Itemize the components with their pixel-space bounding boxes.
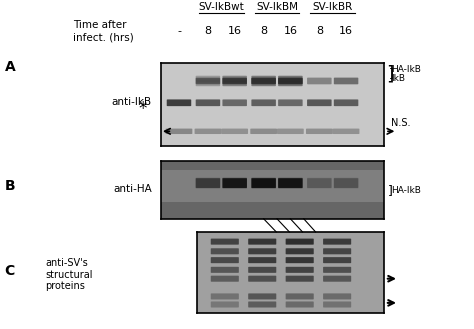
FancyBboxPatch shape bbox=[222, 81, 247, 86]
Bar bbox=[161, 170, 384, 201]
FancyBboxPatch shape bbox=[196, 99, 220, 106]
FancyBboxPatch shape bbox=[323, 276, 351, 282]
Text: -: - bbox=[177, 26, 181, 36]
FancyBboxPatch shape bbox=[248, 293, 276, 299]
Text: HA-IkB: HA-IkB bbox=[391, 64, 421, 74]
FancyBboxPatch shape bbox=[307, 78, 332, 84]
FancyBboxPatch shape bbox=[194, 129, 221, 134]
FancyBboxPatch shape bbox=[251, 178, 276, 189]
FancyBboxPatch shape bbox=[278, 99, 302, 106]
FancyBboxPatch shape bbox=[278, 81, 302, 86]
FancyBboxPatch shape bbox=[334, 178, 358, 188]
Text: HA-IkB: HA-IkB bbox=[391, 186, 421, 195]
FancyBboxPatch shape bbox=[306, 129, 333, 134]
FancyBboxPatch shape bbox=[222, 178, 247, 188]
FancyBboxPatch shape bbox=[286, 301, 314, 308]
FancyBboxPatch shape bbox=[196, 76, 220, 81]
FancyBboxPatch shape bbox=[196, 81, 220, 86]
FancyBboxPatch shape bbox=[222, 76, 247, 81]
FancyBboxPatch shape bbox=[278, 78, 302, 84]
FancyBboxPatch shape bbox=[334, 178, 358, 189]
FancyBboxPatch shape bbox=[165, 129, 192, 134]
FancyBboxPatch shape bbox=[196, 78, 220, 84]
FancyBboxPatch shape bbox=[333, 129, 359, 134]
Text: 8: 8 bbox=[316, 26, 323, 36]
FancyBboxPatch shape bbox=[286, 257, 314, 263]
Text: IkB: IkB bbox=[391, 74, 405, 84]
FancyBboxPatch shape bbox=[251, 178, 276, 188]
Text: ]: ] bbox=[388, 184, 392, 197]
Text: B: B bbox=[5, 179, 15, 193]
FancyBboxPatch shape bbox=[251, 78, 276, 84]
FancyBboxPatch shape bbox=[307, 178, 332, 188]
FancyBboxPatch shape bbox=[307, 99, 332, 106]
FancyBboxPatch shape bbox=[286, 276, 314, 282]
FancyBboxPatch shape bbox=[222, 78, 247, 84]
Text: 16: 16 bbox=[228, 26, 242, 36]
FancyBboxPatch shape bbox=[211, 248, 239, 254]
FancyBboxPatch shape bbox=[196, 178, 220, 189]
Text: 16: 16 bbox=[339, 26, 353, 36]
Text: ]: ] bbox=[386, 64, 394, 84]
Text: ]: ] bbox=[389, 67, 393, 81]
Text: anti-SV's
structural
proteins: anti-SV's structural proteins bbox=[45, 258, 92, 291]
Text: SV-IkBM: SV-IkBM bbox=[256, 2, 298, 12]
FancyBboxPatch shape bbox=[277, 129, 304, 134]
Text: N.S.: N.S. bbox=[391, 118, 410, 128]
FancyBboxPatch shape bbox=[222, 78, 247, 84]
FancyBboxPatch shape bbox=[323, 248, 351, 254]
FancyBboxPatch shape bbox=[222, 99, 247, 106]
FancyBboxPatch shape bbox=[278, 76, 302, 81]
FancyBboxPatch shape bbox=[248, 276, 276, 282]
FancyBboxPatch shape bbox=[211, 257, 239, 263]
FancyBboxPatch shape bbox=[211, 293, 239, 299]
FancyBboxPatch shape bbox=[286, 239, 314, 245]
FancyBboxPatch shape bbox=[286, 248, 314, 254]
FancyBboxPatch shape bbox=[196, 178, 220, 188]
FancyBboxPatch shape bbox=[167, 99, 191, 106]
FancyBboxPatch shape bbox=[251, 81, 276, 86]
FancyBboxPatch shape bbox=[248, 301, 276, 308]
FancyBboxPatch shape bbox=[334, 78, 358, 84]
Text: 8: 8 bbox=[260, 26, 267, 36]
FancyBboxPatch shape bbox=[323, 239, 351, 245]
FancyBboxPatch shape bbox=[286, 293, 314, 299]
FancyBboxPatch shape bbox=[221, 129, 248, 134]
FancyBboxPatch shape bbox=[248, 239, 276, 245]
FancyBboxPatch shape bbox=[211, 239, 239, 245]
FancyBboxPatch shape bbox=[248, 257, 276, 263]
FancyBboxPatch shape bbox=[248, 248, 276, 254]
FancyBboxPatch shape bbox=[278, 178, 302, 189]
FancyBboxPatch shape bbox=[211, 301, 239, 308]
Text: anti-HA: anti-HA bbox=[113, 184, 152, 194]
Text: SV-IkBR: SV-IkBR bbox=[312, 2, 353, 12]
FancyBboxPatch shape bbox=[251, 99, 276, 106]
FancyBboxPatch shape bbox=[196, 78, 220, 84]
FancyBboxPatch shape bbox=[278, 78, 302, 84]
FancyBboxPatch shape bbox=[323, 301, 351, 308]
FancyBboxPatch shape bbox=[250, 129, 277, 134]
FancyBboxPatch shape bbox=[251, 78, 276, 84]
FancyBboxPatch shape bbox=[278, 178, 302, 188]
Text: A: A bbox=[5, 61, 16, 74]
Text: 8: 8 bbox=[204, 26, 211, 36]
FancyBboxPatch shape bbox=[307, 178, 332, 189]
Text: anti-IkB: anti-IkB bbox=[111, 97, 152, 107]
FancyBboxPatch shape bbox=[248, 267, 276, 273]
FancyBboxPatch shape bbox=[211, 276, 239, 282]
FancyBboxPatch shape bbox=[222, 178, 247, 189]
Text: SV-IkBwt: SV-IkBwt bbox=[199, 2, 244, 12]
FancyBboxPatch shape bbox=[323, 293, 351, 299]
Text: Time after
infect. (hrs): Time after infect. (hrs) bbox=[73, 20, 134, 42]
FancyBboxPatch shape bbox=[334, 99, 358, 106]
Text: 16: 16 bbox=[283, 26, 297, 36]
Text: C: C bbox=[5, 265, 15, 278]
FancyBboxPatch shape bbox=[323, 257, 351, 263]
FancyBboxPatch shape bbox=[251, 76, 276, 81]
FancyBboxPatch shape bbox=[286, 267, 314, 273]
Text: *: * bbox=[138, 100, 146, 117]
FancyBboxPatch shape bbox=[323, 267, 351, 273]
FancyBboxPatch shape bbox=[211, 267, 239, 273]
